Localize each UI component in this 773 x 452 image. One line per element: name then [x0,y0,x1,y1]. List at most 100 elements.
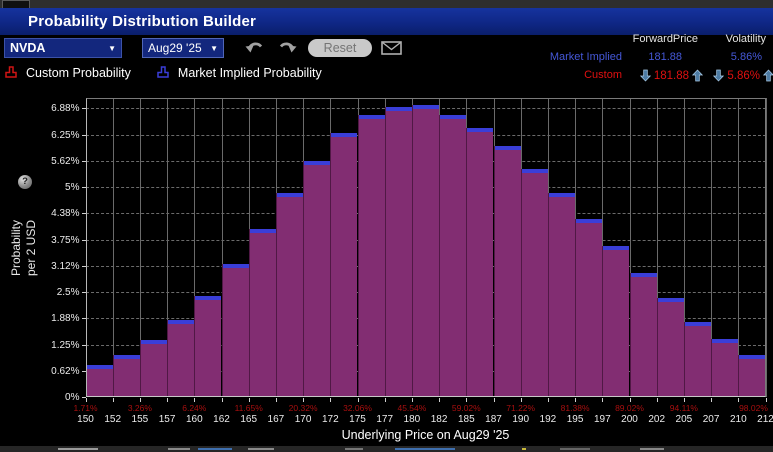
histogram-bar[interactable] [139,340,168,397]
cumulative-probability-label: 71.22% [506,403,536,413]
title-bar: Probability Distribution Builder [0,8,773,35]
custom-label: Custom [584,69,622,81]
histogram-bar[interactable] [411,105,440,397]
histogram-bar[interactable] [357,115,385,397]
market-implied-bar-top [195,296,222,300]
window-tab[interactable] [2,0,30,8]
histogram-bar[interactable] [547,193,576,397]
x-tick-mark [575,398,577,402]
histogram-bar[interactable] [520,169,548,397]
undo-button[interactable] [244,38,266,59]
y-tick-label: 5.62% [51,155,80,167]
x-tick-label: 155 [131,414,149,425]
y-tick-label: 1.88% [51,313,80,325]
market-implied-bar-top [467,128,494,132]
gridline-vertical [765,98,767,397]
market-implied-label: Market Implied [549,51,622,63]
histogram-bar[interactable] [656,298,684,397]
x-tick-label: 180 [403,414,421,425]
cutoff-bottom-row [0,446,773,452]
market-implied-bar-top [440,115,467,119]
reset-button[interactable]: Reset [308,39,372,57]
x-tick-label: 200 [621,414,638,425]
forward-price-up-button[interactable] [691,69,704,82]
ticker-select[interactable]: NVDA ▼ [4,38,122,58]
histogram-bar[interactable] [575,219,603,397]
market-implied-bar-top [385,107,412,111]
histogram-bar[interactable] [384,107,412,397]
redo-arrow-icon [276,42,298,59]
histogram-bar[interactable] [683,322,712,397]
legend: Custom Probability Market Implied Probab… [5,64,322,82]
cumulative-probability-label: 3.26% [127,403,152,413]
x-tick-label: 162 [213,414,230,425]
x-tick-label: 167 [267,414,285,425]
chevron-down-icon: ▼ [210,43,218,53]
x-tick-label: 182 [430,414,448,425]
histogram-bar[interactable] [466,128,494,397]
histogram-bar[interactable] [439,115,467,397]
legend-label: Custom Probability [26,66,131,80]
x-tick-mark [656,398,658,402]
x-tick-label: 187 [485,414,502,425]
market-implied-volatility: 5.86% [730,51,762,63]
histogram-bar[interactable] [112,355,140,397]
y-tick-label: 3.75% [51,234,80,246]
gridline-vertical [656,98,658,397]
x-tick-label: 212 [757,414,773,425]
redo-button[interactable] [276,38,298,59]
x-tick-mark [248,398,250,402]
x-tick-mark [303,398,305,402]
market-implied-bar-top [657,298,684,302]
market-implied-bar-top [168,320,195,324]
page-title: Probability Distribution Builder [28,13,257,30]
help-icon[interactable]: ? [18,175,32,189]
histogram-bar[interactable] [194,296,222,397]
x-tick-mark [439,398,441,402]
x-tick-mark [683,398,685,402]
x-tick-mark [738,398,740,402]
histogram-bar[interactable] [221,264,249,397]
histogram-bar[interactable] [85,365,113,397]
x-tick-label: 152 [104,414,122,425]
volatility-up-button[interactable] [762,69,773,82]
legend-item-market-implied[interactable]: Market Implied Probability [157,64,322,83]
histogram-bar[interactable] [493,146,521,397]
x-tick-label: 172 [321,414,339,425]
send-email-button[interactable] [381,41,402,58]
gridline-vertical [112,98,114,397]
market-implied-bar-top [222,264,249,268]
legend-item-custom[interactable]: Custom Probability [5,64,131,83]
y-tick-mark [81,187,86,188]
x-tick-label: 160 [185,414,203,425]
expiry-select[interactable]: Aug29 '25 ▼ [142,38,224,58]
market-implied-bar-top [304,161,331,165]
cumulative-probability-label: 11.65% [234,403,263,413]
y-tick-mark [81,265,86,267]
histogram-bar[interactable] [738,355,766,397]
y-tick-mark [81,160,86,162]
market-implied-bar-top [412,105,440,109]
market-implied-bar-top [548,193,576,197]
cumulative-probability-label: 94.11% [669,403,698,413]
histogram-bar[interactable] [303,161,331,397]
x-tick-mark [167,398,169,402]
histogram-bar[interactable] [248,229,276,397]
market-implied-bar-top [576,219,603,223]
histogram-bar[interactable] [629,273,657,397]
y-tick-label: 2.5% [56,287,80,298]
x-tick-mark [85,398,87,402]
forward-price-down-button[interactable] [639,69,651,82]
x-tick-label: 210 [729,414,747,425]
x-tick-mark [411,398,413,402]
histogram-bar[interactable] [602,246,630,397]
histogram-bar[interactable] [330,133,358,397]
y-tick-mark [81,239,86,241]
y-tick-mark [81,292,86,293]
gridline-vertical [683,98,685,397]
volatility-down-button[interactable] [713,69,725,82]
histogram-bar[interactable] [711,339,739,397]
histogram-bar[interactable] [275,193,304,397]
histogram-bar[interactable] [167,320,195,397]
market-implied-bar-top [603,246,630,250]
